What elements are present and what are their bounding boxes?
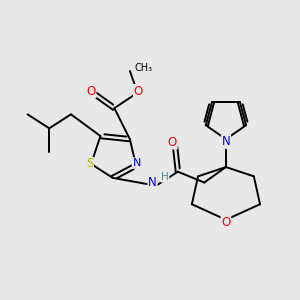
- Text: O: O: [86, 85, 96, 98]
- Text: CH₃: CH₃: [135, 64, 153, 74]
- Text: O: O: [221, 216, 231, 229]
- Text: O: O: [168, 136, 177, 149]
- Text: S: S: [86, 158, 93, 170]
- Text: N: N: [133, 158, 141, 168]
- Text: N: N: [148, 176, 157, 189]
- Text: H: H: [161, 172, 169, 182]
- Text: N: N: [222, 135, 230, 148]
- Text: O: O: [134, 85, 143, 98]
